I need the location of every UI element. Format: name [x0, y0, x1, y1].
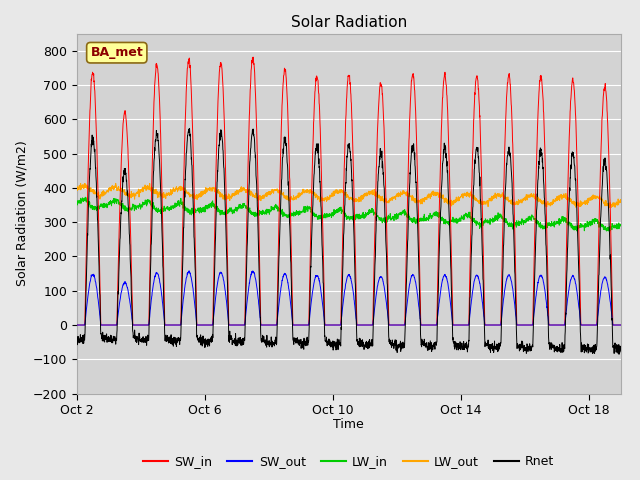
Y-axis label: Solar Radiation (W/m2): Solar Radiation (W/m2): [15, 141, 29, 287]
Legend: SW_in, SW_out, LW_in, LW_out, Rnet: SW_in, SW_out, LW_in, LW_out, Rnet: [138, 450, 559, 473]
X-axis label: Time: Time: [333, 419, 364, 432]
Title: Solar Radiation: Solar Radiation: [291, 15, 407, 30]
Text: BA_met: BA_met: [90, 46, 143, 59]
